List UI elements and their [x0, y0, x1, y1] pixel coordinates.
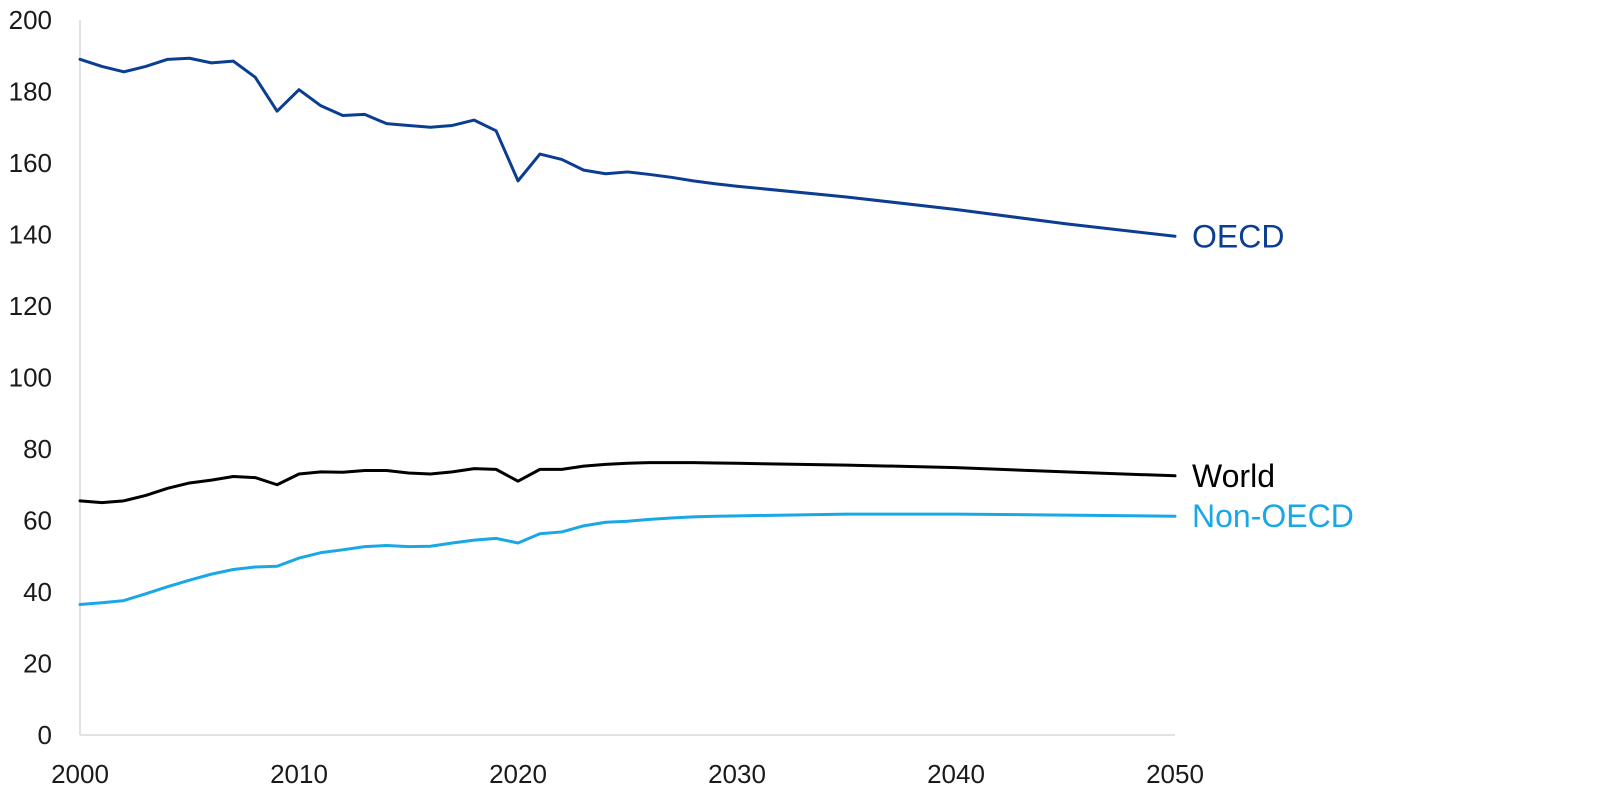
x-tick-label: 2010 [270, 759, 328, 789]
series-lines [78, 56, 1177, 607]
y-tick-label: 160 [9, 148, 52, 178]
series-labels: OECD World Non-OECD [1192, 218, 1354, 534]
y-tick-label: 100 [9, 363, 52, 393]
x-tick-label: 2050 [1146, 759, 1204, 789]
series-label-oecd: OECD [1192, 218, 1284, 254]
y-tick-label: 200 [9, 5, 52, 35]
x-tick-label: 2000 [51, 759, 109, 789]
series-line-non-oecd [78, 512, 1177, 607]
x-tick-label: 2040 [927, 759, 985, 789]
series-line-world [78, 461, 1177, 505]
x-tick-label: 2030 [708, 759, 766, 789]
series-line-oecd [78, 56, 1177, 238]
y-tick-label: 140 [9, 220, 52, 250]
y-tick-label: 0 [38, 720, 52, 750]
y-tick-label: 40 [23, 577, 52, 607]
y-tick-label: 60 [23, 506, 52, 536]
x-tick-label: 2020 [489, 759, 547, 789]
y-tick-label: 180 [9, 77, 52, 107]
y-tick-label: 80 [23, 434, 52, 464]
x-axis-tick-labels: 2000 2010 2020 2030 2040 2050 [51, 759, 1204, 789]
y-axis-tick-labels: 0 20 40 60 80 100 120 140 160 180 200 [9, 5, 52, 750]
y-tick-label: 20 [23, 649, 52, 679]
series-label-non-oecd: Non-OECD [1192, 498, 1354, 534]
y-tick-label: 120 [9, 291, 52, 321]
series-label-world: World [1192, 458, 1275, 494]
